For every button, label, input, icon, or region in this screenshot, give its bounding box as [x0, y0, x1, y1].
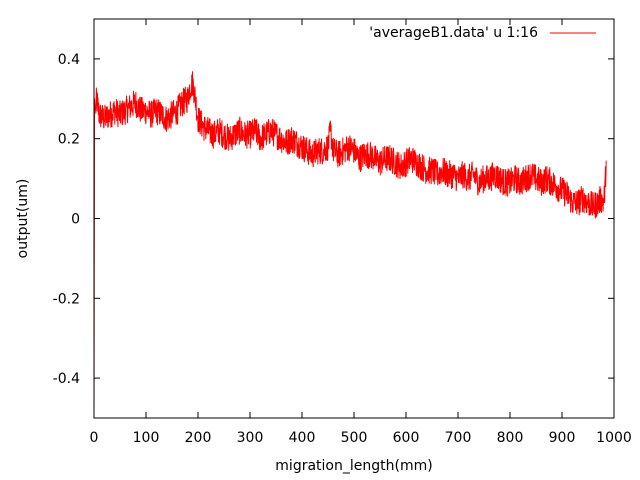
- x-tick-label: 100: [133, 430, 160, 446]
- x-tick-label: 800: [497, 430, 524, 446]
- series-line: [93, 71, 607, 419]
- y-axis-label: output(um): [15, 179, 31, 259]
- x-tick-label: 400: [289, 430, 316, 446]
- x-axis-label: migration_length(mm): [275, 458, 432, 474]
- x-tick-label: 200: [185, 430, 212, 446]
- ticks-layer: 0 100 200 300 400 500 600 700 800 900 1000 -0.4 -0.2…: [53, 19, 632, 446]
- x-tick-label: 700: [445, 430, 472, 446]
- y-tick-label: 0: [71, 212, 80, 228]
- y-tick-label: 0.4: [58, 52, 80, 68]
- y-tick-label: -0.2: [53, 291, 80, 307]
- series-layer: [93, 71, 607, 419]
- x-tick-label: 900: [549, 430, 576, 446]
- y-tick-label: -0.4: [53, 371, 80, 387]
- x-tick-label: 600: [393, 430, 420, 446]
- x-tick-label: 500: [341, 430, 368, 446]
- legend: 'averageB1.data' u 1:16: [369, 25, 596, 41]
- y-tick-label: 0.2: [58, 132, 80, 148]
- legend-label: 'averageB1.data' u 1:16: [369, 25, 538, 41]
- x-tick-label: 300: [237, 430, 264, 446]
- x-tick-label: 1000: [596, 430, 632, 446]
- x-tick-label: 0: [90, 430, 99, 446]
